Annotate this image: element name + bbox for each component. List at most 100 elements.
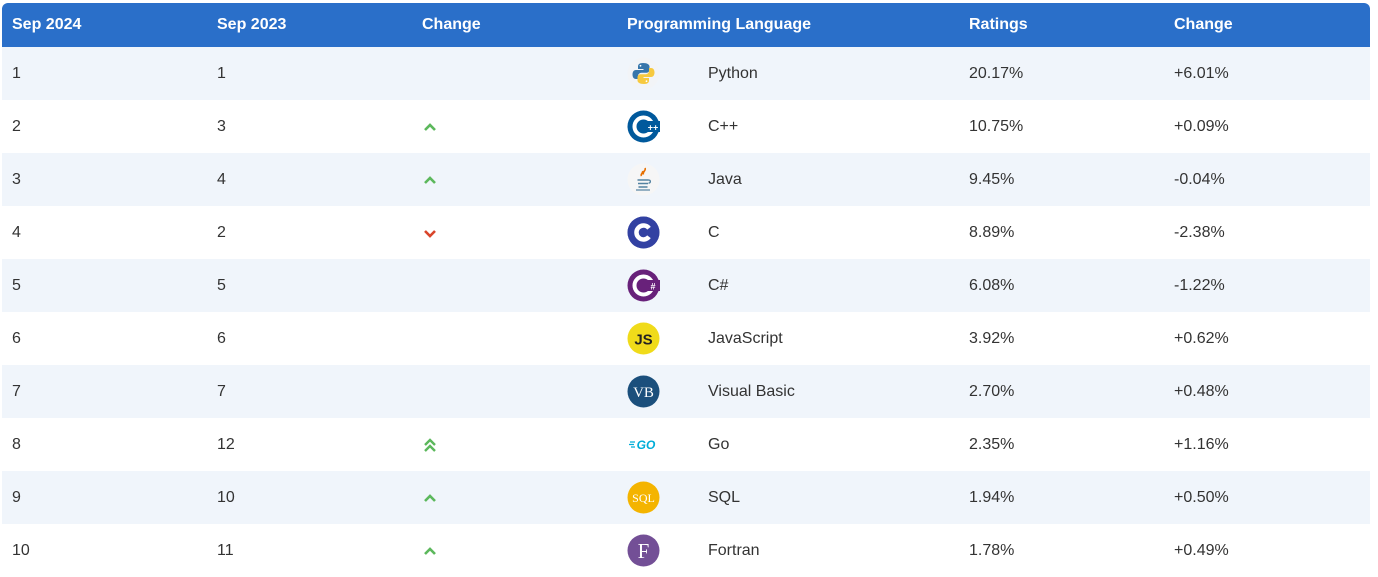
rank-2024: 9: [12, 489, 21, 506]
change-indicator: [422, 65, 438, 83]
language-name[interactable]: C#: [708, 277, 729, 294]
rating-change: +0.62%: [1174, 330, 1229, 347]
rank-2023: 1: [217, 65, 226, 82]
java-icon: [627, 163, 660, 196]
table-row-go: 8 12 GO Go 2.35% +1.16%: [2, 418, 1370, 471]
change-indicator: [422, 277, 438, 295]
language-name[interactable]: C: [708, 224, 720, 241]
rank-2023: 2: [217, 224, 226, 241]
change-indicator: [422, 383, 438, 401]
rank-2023: 6: [217, 330, 226, 347]
language-name[interactable]: SQL: [708, 489, 741, 506]
svg-text:JS: JS: [634, 332, 652, 349]
rating-change: +0.48%: [1174, 383, 1229, 400]
sql-icon: SQL: [627, 481, 660, 514]
svg-text:F: F: [638, 539, 650, 563]
svg-text:VB: VB: [633, 385, 654, 401]
rating: 6.08%: [969, 277, 1015, 294]
table-row-python: 1 1 Python 20.17% +6.01%: [2, 47, 1370, 100]
rating: 10.75%: [969, 118, 1024, 135]
visual-basic-icon: VB: [627, 375, 660, 408]
change-indicator: [422, 224, 438, 242]
rank-2024: 8: [12, 436, 21, 453]
svg-text:GO: GO: [637, 438, 656, 452]
rating: 20.17%: [969, 65, 1024, 82]
language-name[interactable]: C++: [708, 118, 739, 135]
table-row-fortran: 10 11 F Fortran 1.78% +0.49%: [2, 524, 1370, 577]
rating-change: +0.49%: [1174, 542, 1229, 559]
rating-change: -2.38%: [1174, 224, 1225, 241]
rating-change: +0.50%: [1174, 489, 1229, 506]
rank-2024: 4: [12, 224, 21, 241]
rating: 1.94%: [969, 489, 1015, 506]
header-sep2023[interactable]: Sep 2023: [217, 16, 287, 33]
tiobe-table: Sep 2024 Sep 2023 Change Programming Lan…: [2, 3, 1370, 577]
language-name[interactable]: Java: [708, 171, 742, 188]
python-icon: [627, 57, 660, 90]
change-indicator: [422, 118, 438, 136]
change-indicator: [422, 436, 438, 454]
rank-2024: 2: [12, 118, 21, 135]
rating: 8.89%: [969, 224, 1015, 241]
rank-2023: 5: [217, 277, 226, 294]
table-row-c-: 2 3 ++ C++ 10.75% +0.09%: [2, 100, 1370, 153]
rating: 2.35%: [969, 436, 1015, 453]
rating-change: +1.16%: [1174, 436, 1229, 453]
table-row-sql: 9 10 SQL SQL 1.94% +0.50%: [2, 471, 1370, 524]
rank-2023: 3: [217, 118, 226, 135]
rating-change: -0.04%: [1174, 171, 1225, 188]
header-change[interactable]: Change: [422, 16, 481, 33]
rank-2023: 7: [217, 383, 226, 400]
header-ratings[interactable]: Ratings: [969, 16, 1028, 33]
rank-2024: 3: [12, 171, 21, 188]
rank-2023: 11: [217, 542, 234, 559]
arrow-up-icon: [424, 547, 436, 555]
rank-2023: 4: [217, 171, 226, 188]
arrow-up-icon: [424, 494, 436, 502]
header-sep2024[interactable]: Sep 2024: [12, 16, 82, 33]
rating-change: +0.09%: [1174, 118, 1229, 135]
header-language[interactable]: Programming Language: [627, 16, 812, 33]
change-indicator: [422, 330, 438, 348]
fortran-icon: F: [627, 534, 660, 567]
rank-2024: 5: [12, 277, 21, 294]
svg-text:++: ++: [648, 123, 659, 133]
table-row-c: 4 2 C 8.89% -2.38%: [2, 206, 1370, 259]
csharp-icon: #: [627, 269, 660, 302]
rank-2024: 6: [12, 330, 21, 347]
language-name[interactable]: Python: [708, 65, 758, 82]
change-indicator: [422, 171, 438, 189]
header-rating-change[interactable]: Change: [1174, 16, 1233, 33]
rating: 3.92%: [969, 330, 1015, 347]
language-name[interactable]: JavaScript: [708, 330, 783, 347]
rating-change: +6.01%: [1174, 65, 1229, 82]
cpp-icon: ++: [627, 110, 660, 143]
table-body: 1 1 Python 20.17% +6.01% 2 3 ++ C++ 10.7…: [2, 47, 1370, 577]
rating: 9.45%: [969, 171, 1015, 188]
go-icon: GO: [627, 428, 660, 461]
rank-2024: 1: [12, 65, 21, 82]
table-header: Sep 2024 Sep 2023 Change Programming Lan…: [2, 3, 1370, 47]
rank-2024: 7: [12, 383, 21, 400]
arrow-down-icon: [424, 230, 436, 238]
language-name[interactable]: Fortran: [708, 542, 760, 559]
rating: 1.78%: [969, 542, 1015, 559]
table-row-javascript: 6 6 JS JavaScript 3.92% +0.62%: [2, 312, 1370, 365]
language-name[interactable]: Go: [708, 436, 730, 453]
rating-change: -1.22%: [1174, 277, 1225, 294]
arrow-up-icon: [424, 176, 436, 184]
arrow-up-icon: [424, 123, 436, 131]
change-indicator: [422, 542, 438, 560]
rank-2023: 10: [217, 489, 235, 506]
language-name[interactable]: Visual Basic: [708, 383, 795, 400]
svg-text:#: #: [650, 282, 655, 292]
double-arrow-up-icon: [424, 438, 436, 452]
rating: 2.70%: [969, 383, 1015, 400]
javascript-icon: JS: [627, 322, 660, 355]
rank-2024: 10: [12, 542, 30, 559]
rank-2023: 12: [217, 436, 235, 453]
change-indicator: [422, 489, 438, 507]
table-row-c-: 5 5 # C# 6.08% -1.22%: [2, 259, 1370, 312]
svg-text:SQL: SQL: [632, 491, 655, 505]
table-row-java: 3 4 Java 9.45% -0.04%: [2, 153, 1370, 206]
